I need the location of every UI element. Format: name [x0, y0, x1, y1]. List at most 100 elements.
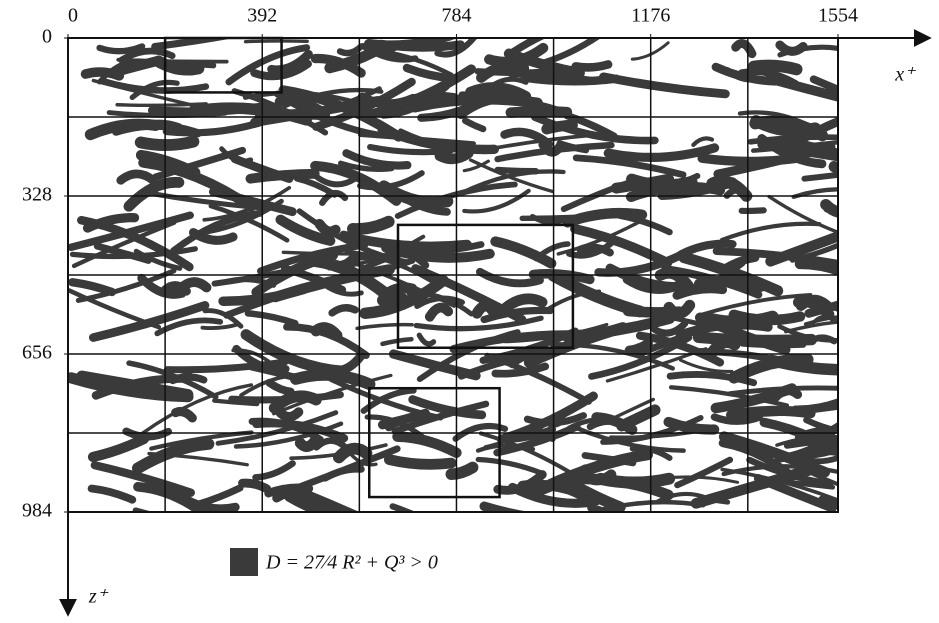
structure [364, 414, 434, 447]
structure [799, 442, 838, 459]
structure [87, 433, 150, 463]
structure [338, 230, 472, 252]
structure [310, 53, 366, 78]
structure [491, 362, 550, 378]
structure [694, 312, 791, 355]
structure [434, 148, 474, 165]
structure [676, 239, 737, 259]
structure [275, 407, 304, 422]
structure [118, 47, 176, 64]
structure [357, 170, 425, 191]
grid [68, 38, 838, 512]
structure [311, 171, 358, 188]
structure [737, 110, 808, 126]
structure [188, 228, 238, 245]
structure [131, 438, 215, 475]
structure [517, 479, 594, 505]
x-axis-label: x⁺ [894, 64, 916, 86]
structure [414, 295, 465, 310]
structure [424, 302, 454, 322]
structure [791, 398, 838, 414]
structure [657, 177, 738, 200]
structure [449, 330, 574, 354]
structure [751, 139, 838, 153]
structure [794, 421, 838, 440]
structure [200, 322, 241, 331]
structure [310, 160, 402, 206]
structure [367, 143, 454, 156]
structure [462, 159, 490, 173]
structure [672, 284, 728, 300]
structure [476, 60, 530, 83]
structure [312, 77, 416, 131]
structure [661, 265, 763, 299]
structure [505, 106, 573, 118]
structure [80, 67, 125, 81]
structure [243, 39, 309, 44]
structure [462, 188, 531, 214]
structure [775, 40, 808, 56]
z-axis-label: z⁺ [88, 586, 109, 608]
structure [248, 417, 324, 443]
structure [373, 43, 402, 53]
structure [283, 323, 370, 360]
structure [357, 92, 418, 109]
structure [728, 353, 814, 384]
structure [287, 445, 401, 494]
structure [129, 79, 180, 101]
structure [140, 383, 254, 436]
x-tick-label: 0 [68, 5, 78, 27]
structure [68, 278, 117, 297]
structure [275, 214, 336, 246]
structure [71, 220, 177, 269]
structure [296, 487, 360, 512]
structure [116, 169, 158, 185]
structure [233, 421, 344, 449]
structure [479, 501, 531, 512]
structure [586, 418, 618, 431]
structure [82, 213, 140, 233]
structure [757, 117, 789, 134]
structure [208, 203, 290, 243]
structure [794, 116, 838, 146]
structure [231, 348, 271, 364]
structure [674, 456, 734, 489]
structure [251, 250, 339, 298]
structure [523, 412, 587, 427]
structure [772, 136, 838, 155]
structure [566, 478, 626, 512]
structures [68, 38, 838, 512]
structure [208, 187, 297, 217]
structure [132, 507, 154, 512]
structure [541, 119, 578, 135]
structure [817, 495, 838, 510]
structure [605, 347, 708, 383]
structure [500, 293, 548, 313]
structure [666, 371, 758, 387]
structure [90, 461, 195, 497]
structure [314, 369, 363, 383]
structure [774, 447, 838, 461]
structure [219, 146, 254, 164]
highlight-box [396, 223, 575, 349]
structure [783, 435, 838, 449]
structure [538, 140, 565, 157]
structure [723, 186, 750, 199]
structure [588, 334, 693, 380]
structure [812, 302, 838, 314]
y-tick-label: 984 [22, 500, 52, 522]
structure [377, 292, 409, 307]
structure [257, 241, 369, 275]
structure [721, 253, 760, 273]
structure [152, 146, 247, 181]
structure [504, 425, 557, 444]
structure [789, 242, 838, 263]
structure [445, 461, 479, 480]
structure [123, 177, 185, 212]
structure [591, 499, 706, 512]
structure [328, 376, 444, 421]
structure [96, 43, 146, 55]
structure [572, 154, 687, 179]
structure [767, 194, 838, 235]
structure [738, 68, 799, 87]
